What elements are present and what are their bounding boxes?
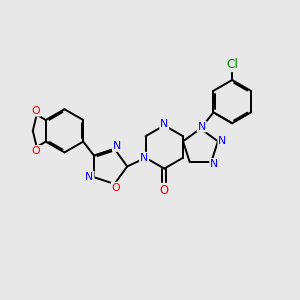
- Text: N: N: [140, 153, 148, 163]
- Text: Cl: Cl: [226, 58, 238, 71]
- Text: O: O: [160, 184, 169, 197]
- Text: O: O: [112, 182, 120, 193]
- Text: O: O: [32, 106, 40, 116]
- Text: N: N: [113, 141, 121, 151]
- Text: O: O: [32, 146, 40, 156]
- Text: N: N: [197, 122, 206, 131]
- Text: N: N: [160, 119, 168, 129]
- Text: N: N: [210, 159, 218, 169]
- Text: N: N: [85, 172, 94, 182]
- Text: N: N: [218, 136, 226, 146]
